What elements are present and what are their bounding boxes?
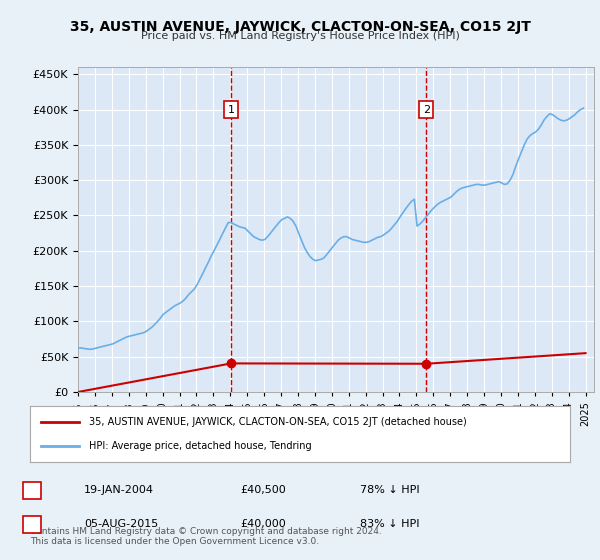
- Text: Contains HM Land Registry data © Crown copyright and database right 2024.
This d: Contains HM Land Registry data © Crown c…: [30, 526, 382, 546]
- Text: £40,000: £40,000: [240, 519, 286, 529]
- Text: 05-AUG-2015: 05-AUG-2015: [84, 519, 158, 529]
- Text: 1: 1: [227, 105, 235, 115]
- Text: 1: 1: [29, 485, 36, 495]
- Text: 35, AUSTIN AVENUE, JAYWICK, CLACTON-ON-SEA, CO15 2JT (detached house): 35, AUSTIN AVENUE, JAYWICK, CLACTON-ON-S…: [89, 417, 467, 427]
- Text: HPI: Average price, detached house, Tendring: HPI: Average price, detached house, Tend…: [89, 441, 312, 451]
- Text: 19-JAN-2004: 19-JAN-2004: [84, 485, 154, 495]
- Text: 83% ↓ HPI: 83% ↓ HPI: [360, 519, 419, 529]
- Text: 35, AUSTIN AVENUE, JAYWICK, CLACTON-ON-SEA, CO15 2JT: 35, AUSTIN AVENUE, JAYWICK, CLACTON-ON-S…: [70, 20, 530, 34]
- Text: 78% ↓ HPI: 78% ↓ HPI: [360, 485, 419, 495]
- Text: 2: 2: [29, 519, 36, 529]
- Text: 2: 2: [423, 105, 430, 115]
- Text: Price paid vs. HM Land Registry's House Price Index (HPI): Price paid vs. HM Land Registry's House …: [140, 31, 460, 41]
- Text: £40,500: £40,500: [240, 485, 286, 495]
